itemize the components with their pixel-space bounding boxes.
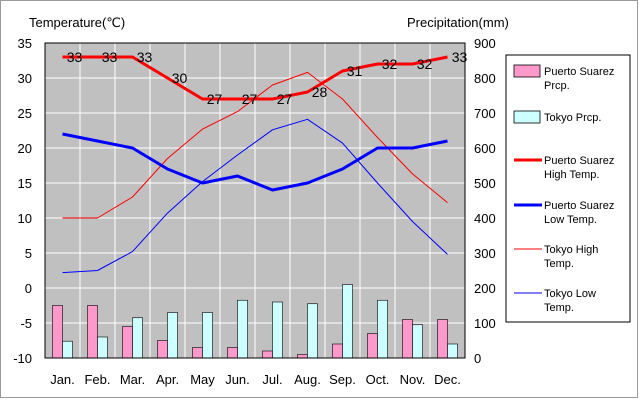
axes: 35302520151050-5-10900800700600500400300… (13, 36, 496, 387)
tokyo-prcp-bar (62, 340, 73, 359)
tokyo-prcp-bar (202, 312, 213, 359)
y-tick-label-left: 20 (18, 141, 32, 156)
y-tick-label-left: 10 (18, 211, 32, 226)
tokyo-prcp-bar (132, 317, 143, 359)
legend-label: Puerto Suarez Prcp. (544, 66, 614, 92)
high-temp-data-label: 31 (347, 63, 363, 79)
high-temp-data-label: 33 (452, 49, 468, 65)
x-tick-label: Dec. (434, 372, 461, 387)
legend-swatch (513, 64, 541, 78)
legend-box (505, 54, 631, 323)
y-tick-label-left: 30 (18, 71, 32, 86)
x-tick-label: Apr. (156, 372, 179, 387)
high-temp-data-label: 32 (417, 56, 433, 72)
puerto-suarez-prcp-bar (367, 333, 378, 359)
legend-label: Tokyo High Temp. (544, 244, 598, 270)
tokyo-prcp-bar (97, 336, 108, 359)
puerto-suarez-high-line (62, 55, 448, 101)
puerto-suarez-prcp-bar (437, 319, 448, 359)
high-temp-data-label: 30 (172, 70, 188, 86)
legend-label: Puerto Suarez High Temp. (544, 155, 614, 181)
puerto-suarez-low-line (62, 132, 448, 192)
data-labels: 33 33 33 30 27 27 27 28 31 32 32 33 (67, 49, 468, 107)
tokyo-prcp-bar (447, 343, 458, 359)
legend-label: Puerto Suarez Low Temp. (544, 200, 614, 226)
x-tick-label: Jul. (262, 372, 282, 387)
tokyo-prcp-bar (377, 299, 388, 359)
tokyo-prcp-bar (412, 324, 423, 359)
y-tick-label-right: 700 (474, 106, 496, 121)
x-tick-label: May (190, 372, 215, 387)
tokyo-prcp-bar (272, 301, 283, 359)
tokyo-prcp-bar (237, 299, 248, 359)
y-tick-label-left: 0 (25, 281, 32, 296)
tokyo-prcp-bar (342, 284, 353, 359)
y-tick-label-left: 5 (25, 246, 32, 261)
x-tick-label: Mar. (120, 372, 145, 387)
puerto-suarez-prcp-bar (402, 319, 413, 359)
y-tick-label-right: 0 (474, 351, 481, 366)
y-tick-label-right: 100 (474, 316, 496, 331)
y-tick-label-right: 800 (474, 71, 496, 86)
puerto-suarez-prcp-bar (192, 347, 203, 359)
tokyo-prcp-bar (167, 312, 178, 359)
puerto-suarez-prcp-bar (227, 347, 238, 359)
y-tick-label-right: 400 (474, 211, 496, 226)
x-tick-label: Nov. (400, 372, 426, 387)
legend: Puerto Suarez Prcp. Tokyo Prcp. Puerto Suar… (513, 64, 614, 314)
legend-swatch (513, 110, 541, 124)
y-tick-label-left: 15 (18, 176, 32, 191)
high-temp-data-label: 27 (242, 91, 258, 107)
puerto-suarez-prcp-bar (297, 354, 308, 359)
tokyo-prcp-bar (307, 303, 318, 359)
plot-border (44, 42, 466, 359)
y-tick-label-right: 600 (474, 141, 496, 156)
x-tick-label: Jan. (50, 372, 75, 387)
high-temp-data-label: 33 (102, 49, 118, 65)
y-axis-right-title: Precipitation(mm) (407, 15, 509, 30)
y-tick-label-left: 35 (18, 36, 32, 51)
high-temp-data-label: 33 (137, 49, 153, 65)
temperature-lines (62, 55, 448, 274)
puerto-suarez-prcp-bar (157, 340, 168, 359)
puerto-suarez-prcp-bar (122, 326, 133, 359)
y-tick-label-right: 200 (474, 281, 496, 296)
high-temp-data-label: 28 (312, 84, 328, 100)
high-temp-data-label: 32 (382, 56, 398, 72)
y-tick-label-right: 900 (474, 36, 496, 51)
high-temp-data-label: 33 (67, 49, 83, 65)
legend-label: Tokyo Prcp. (544, 112, 601, 124)
y-tick-label-right: 300 (474, 246, 496, 261)
x-tick-label: Jun. (225, 372, 250, 387)
y-tick-label-right: 500 (474, 176, 496, 191)
x-tick-label: Feb. (84, 372, 110, 387)
puerto-suarez-prcp-bar (262, 350, 273, 359)
precipitation-bars (52, 284, 458, 359)
legend-label: Tokyo Low Temp. (544, 288, 596, 314)
y-tick-label-left: -10 (13, 351, 32, 366)
x-tick-label: Aug. (294, 372, 321, 387)
puerto-suarez-prcp-bar (87, 305, 98, 359)
x-tick-label: Sep. (329, 372, 356, 387)
tokyo-low-line (62, 118, 448, 274)
high-temp-data-label: 27 (207, 91, 223, 107)
puerto-suarez-prcp-bar (332, 343, 343, 359)
y-axis-left-title: Temperature(℃) (29, 15, 125, 30)
high-temp-data-label: 27 (277, 91, 293, 107)
y-tick-label-left: -5 (20, 316, 32, 331)
x-tick-label: Oct. (366, 372, 390, 387)
puerto-suarez-prcp-bar (52, 305, 63, 359)
y-tick-label-left: 25 (18, 106, 32, 121)
